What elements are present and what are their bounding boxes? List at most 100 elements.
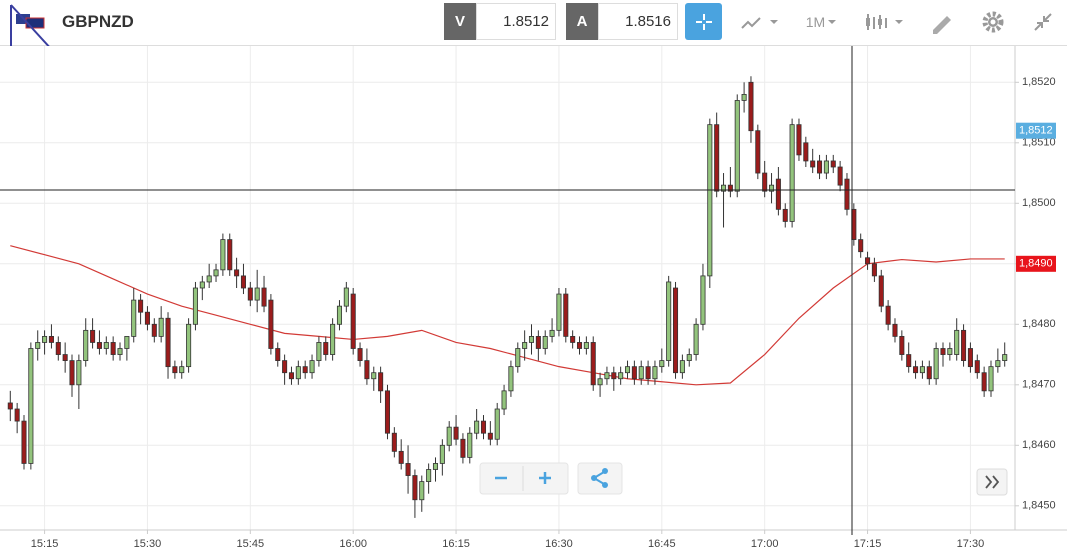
ask[interactable]: 1.8516 — [598, 3, 678, 40]
candle-body — [419, 481, 425, 501]
x-tick-label: 17:15 — [854, 538, 882, 550]
candle-body — [933, 348, 939, 380]
candle-body — [597, 378, 603, 386]
candle-body — [954, 329, 960, 355]
candle-body — [762, 172, 768, 192]
candle-body — [62, 354, 68, 361]
candle-body — [384, 390, 391, 434]
candle-body — [288, 372, 294, 380]
candle-body — [837, 166, 843, 186]
candle-body — [117, 348, 123, 355]
candle-body — [28, 348, 34, 464]
candle-body — [988, 366, 994, 392]
candle-body — [103, 342, 109, 349]
candle-body — [199, 281, 205, 289]
candle-body — [309, 360, 315, 374]
last-price-tag-label: 1,8512 — [1019, 125, 1053, 137]
candle-body — [734, 100, 740, 192]
candle-body — [247, 287, 253, 301]
ma-price-tag — [1016, 255, 1056, 272]
candle-body — [165, 317, 171, 368]
candle-body — [858, 239, 864, 253]
header: GBPNZD V 1.8512 A 1.8516 1M — [0, 0, 1067, 46]
chart-type-button[interactable] — [740, 3, 785, 40]
crosshair-button[interactable] — [685, 3, 722, 40]
y-tick-label: 1,8450 — [1022, 500, 1056, 512]
candle-body — [686, 354, 692, 361]
share-button[interactable] — [577, 462, 623, 495]
candle-body — [700, 275, 706, 325]
candle-body — [817, 160, 823, 174]
zoom-box — [479, 462, 569, 495]
candle-body — [371, 372, 377, 380]
candle-body — [556, 293, 562, 331]
candle-body — [275, 348, 281, 361]
candle-body — [679, 360, 685, 374]
x-tick-label: 15:30 — [134, 538, 162, 550]
settings-button[interactable] — [975, 3, 1011, 40]
timeframe[interactable]: 1M — [800, 3, 845, 40]
candle-body — [474, 420, 480, 434]
candle-body — [714, 124, 720, 192]
candle-body — [467, 432, 473, 458]
candle-body — [90, 329, 96, 343]
candle-body — [480, 420, 487, 434]
candle-body — [35, 342, 41, 349]
candle-body — [755, 130, 761, 174]
candle-body — [179, 366, 185, 374]
candle-body — [624, 366, 631, 374]
candle-body — [522, 342, 528, 349]
candle-body — [412, 475, 418, 501]
candle-body — [494, 408, 500, 440]
candle-body — [350, 293, 356, 349]
candle-body — [590, 342, 596, 386]
candle-body — [302, 366, 308, 374]
candle-body — [672, 287, 679, 374]
candle-body — [42, 335, 48, 343]
candle-body — [823, 160, 829, 174]
candle-body — [405, 463, 411, 476]
candle-body — [995, 360, 1001, 368]
candle-body — [803, 142, 809, 162]
candle-body — [913, 366, 919, 374]
candle-body — [748, 81, 754, 132]
candle-body — [439, 444, 445, 464]
candle-body — [830, 160, 836, 168]
candle-body — [926, 366, 932, 380]
candle-body — [227, 239, 233, 271]
candle-body — [563, 293, 569, 337]
candle-body — [186, 323, 192, 368]
last-price-tag — [1016, 122, 1056, 139]
bid[interactable]: 1.8512 — [476, 3, 556, 40]
timeframe-label: 1M — [805, 13, 826, 30]
zoom-controls — [479, 462, 1008, 496]
x-tick-label: 15:15 — [31, 538, 59, 550]
candle-body — [535, 335, 541, 349]
candle-body — [570, 335, 576, 343]
candle-body — [638, 366, 644, 380]
candle-body — [707, 124, 713, 277]
candle-body — [981, 372, 987, 392]
candle-body — [892, 323, 898, 337]
candle-body — [398, 450, 404, 464]
collapse-button[interactable] — [1025, 3, 1061, 40]
candle-body — [343, 287, 349, 307]
candle-body — [357, 348, 363, 361]
ask-label[interactable]: A — [566, 3, 598, 40]
candle-body — [947, 348, 953, 355]
candle-body — [871, 263, 877, 277]
candles-button[interactable] — [860, 3, 910, 40]
candle-body — [796, 124, 802, 156]
candle-body — [542, 335, 548, 349]
bid-label[interactable]: V — [444, 3, 476, 40]
candle-body — [336, 305, 343, 325]
candle-body — [583, 342, 589, 349]
zoom-in[interactable] — [539, 472, 551, 484]
candle-body — [618, 372, 624, 380]
y-tick-label: 1,8520 — [1022, 76, 1056, 88]
candle-body — [48, 335, 54, 343]
candle-body — [1002, 354, 1008, 361]
draw-button[interactable] — [922, 3, 962, 40]
moving-average — [10, 245, 1005, 386]
candle-body — [865, 257, 871, 265]
